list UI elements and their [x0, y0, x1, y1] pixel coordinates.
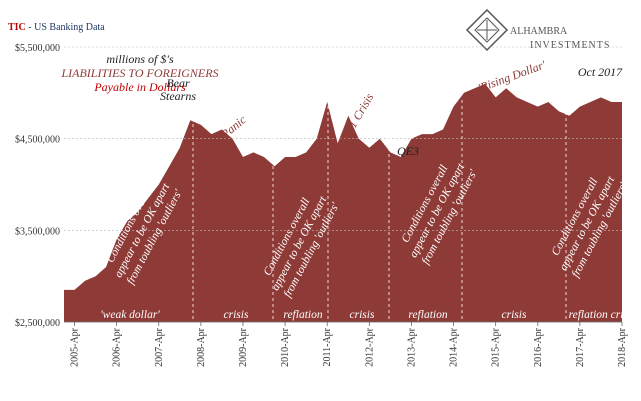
x-tick-label: 2009-Apr [238, 327, 249, 367]
annotation: 'Rising Dollar' [476, 57, 548, 95]
x-tick-label: 2006-Apr [112, 327, 123, 367]
y-tick-label: $3,500,000 [15, 226, 60, 237]
x-tick-label: 2015-Apr [491, 327, 502, 367]
x-tick-label: 2013-Apr [406, 327, 417, 367]
phase-label: reflation cri [569, 309, 624, 321]
x-tick-label: 2016-Apr [533, 327, 544, 367]
x-tick-label: 2007-Apr [154, 327, 165, 367]
x-tick-label: 2017-Apr [575, 327, 586, 367]
x-tick-label: 2008-Apr [196, 327, 207, 367]
phase-label: 'weak dollar' [100, 309, 160, 321]
x-tick-label: 2012-Apr [364, 327, 375, 367]
subtitle: millions of $'s [106, 52, 174, 66]
y-tick-label: $4,500,000 [15, 135, 60, 146]
chart-title: TIC - US Banking Data [8, 22, 105, 33]
x-tick-label: 2014-Apr [449, 327, 460, 367]
title-text: - US Banking Data [28, 22, 105, 33]
y-tick-label: $2,500,000 [15, 318, 60, 329]
phase-label: crisis [350, 309, 375, 321]
brand-sub: INVESTMENTS [530, 40, 610, 51]
subtitle: LIABILITIES TO FOREIGNERS [60, 66, 218, 80]
area [64, 83, 622, 322]
y-tick-label: $5,500,000 [15, 43, 60, 54]
title-prefix: TIC [8, 22, 26, 33]
annotation: Bear [166, 76, 190, 90]
x-tick-label: 2011-Apr [322, 327, 333, 366]
annotation: QE3 [397, 144, 419, 158]
x-tick-label: 2018-Apr [617, 327, 628, 367]
subtitle: Payable in Dollars [93, 80, 186, 94]
logo [465, 8, 509, 52]
annotation: Oct 2017 [578, 65, 623, 79]
annotation: Stearns [160, 89, 196, 103]
brand: ALHAMBRA [510, 26, 568, 37]
x-tick-label: 2005-Apr [70, 327, 81, 367]
phase-label: crisis [224, 309, 249, 321]
phase-label: reflation [283, 309, 322, 321]
phase-label: reflation [408, 309, 447, 321]
phase-label: crisis [502, 309, 527, 321]
x-tick-label: 2010-Apr [280, 327, 291, 367]
